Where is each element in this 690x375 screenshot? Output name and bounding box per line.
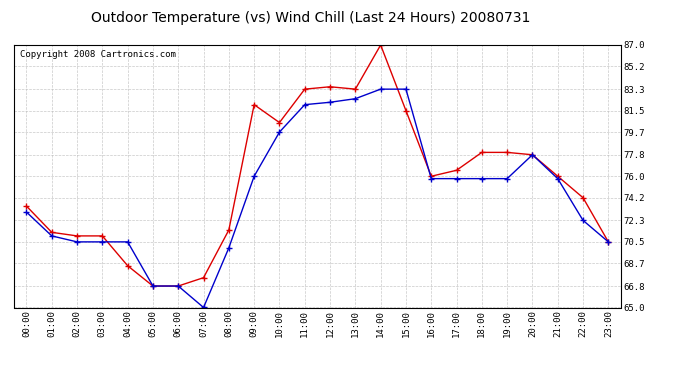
Text: Outdoor Temperature (vs) Wind Chill (Last 24 Hours) 20080731: Outdoor Temperature (vs) Wind Chill (Las… — [91, 11, 530, 25]
Text: Copyright 2008 Cartronics.com: Copyright 2008 Cartronics.com — [20, 50, 176, 59]
